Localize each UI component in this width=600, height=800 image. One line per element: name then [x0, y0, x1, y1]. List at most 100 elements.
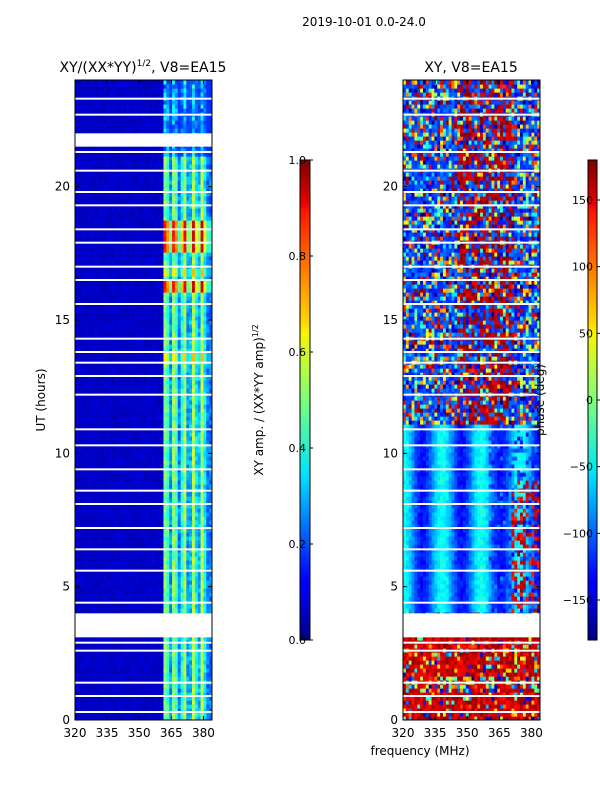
amplitude-heatmap-cell: [177, 604, 182, 609]
amplitude-heatmap-cell: [163, 608, 167, 613]
amplitude-heatmap-cell: [189, 436, 193, 441]
amplitude-heatmap-cell: [166, 448, 170, 453]
amplitude-heatmap-cell: [177, 716, 182, 720]
amplitude-heatmap-cell: [163, 420, 167, 425]
amplitude-heatmap-cell: [112, 676, 116, 681]
amplitude-heatmap-cell: [92, 672, 96, 677]
amplitude-heatmap-cell: [117, 484, 122, 489]
amplitude-heatmap-cell: [137, 456, 142, 461]
amplitude-heatmap-cell: [169, 448, 173, 453]
amplitude-heatmap-cell: [183, 400, 187, 405]
amplitude-heatmap-cell: [209, 408, 212, 413]
amplitude-heatmap-cell: [112, 308, 116, 313]
amplitude-heatmap-cell: [97, 412, 102, 417]
amplitude-heatmap-cell: [137, 396, 142, 401]
amplitude-heatmap-cell: [109, 696, 113, 701]
amplitude-heatmap-cell: [186, 388, 190, 393]
amplitude-heatmap-cell: [132, 432, 136, 437]
amplitude-heatmap-cell: [169, 452, 173, 457]
amplitude-heatmap-cell: [172, 596, 176, 601]
amplitude-heatmap-cell: [177, 588, 182, 593]
amplitude-heatmap-cell: [154, 400, 159, 405]
amplitude-heatmap-cell: [94, 416, 99, 421]
amplitude-heatmap-cell: [197, 532, 202, 537]
amplitude-heatmap-cell: [123, 560, 127, 565]
amplitude-heatmap-cell: [177, 320, 182, 325]
amplitude-heatmap-cell: [174, 308, 179, 313]
amplitude-heatmap-cell: [134, 696, 139, 701]
amplitude-heatmap-cell: [132, 700, 136, 705]
amplitude-heatmap-cell: [92, 432, 96, 437]
amplitude-heatmap-cell: [97, 560, 102, 565]
amplitude-heatmap-cell: [120, 580, 125, 585]
amplitude-heatmap-cell: [152, 592, 156, 597]
amplitude-heatmap-cell: [192, 700, 196, 705]
amplitude-heatmap-cell: [169, 580, 173, 585]
amplitude-heatmap-cell: [75, 304, 79, 309]
amplitude-heatmap-cell: [120, 668, 125, 673]
amplitude-heatmap-cell: [152, 320, 156, 325]
amplitude-heatmap-cell: [132, 436, 136, 441]
amplitude-heatmap-cell: [120, 324, 125, 329]
amplitude-heatmap-cell: [75, 416, 79, 421]
amplitude-heatmap-cell: [200, 484, 205, 489]
amplitude-heatmap-cell: [197, 676, 202, 681]
amplitude-heatmap-cell: [120, 448, 125, 453]
amplitude-heatmap-cell: [183, 484, 187, 489]
amplitude-heatmap-cell: [143, 492, 147, 497]
amplitude-heatmap-cell: [154, 432, 159, 437]
amplitude-heatmap-cell: [140, 380, 145, 385]
amplitude-heatmap-cell: [186, 340, 190, 345]
amplitude-heatmap-cell: [137, 584, 142, 589]
amplitude-heatmap-cell: [169, 560, 173, 565]
amplitude-heatmap-cell: [112, 540, 116, 545]
amplitude-heatmap-cell: [92, 416, 96, 421]
amplitude-heatmap-cell: [137, 404, 142, 409]
amplitude-heatmap-cell: [152, 332, 156, 337]
amplitude-heatmap-cell: [206, 376, 210, 381]
amplitude-heatmap-cell: [180, 580, 185, 585]
amplitude-heatmap-cell: [146, 492, 150, 497]
amplitude-heatmap-cell: [140, 316, 145, 321]
amplitude-heatmap-cell: [80, 340, 85, 345]
amplitude-heatmap-cell: [132, 696, 136, 701]
amplitude-heatmap-cell: [186, 696, 190, 701]
amplitude-heatmap-cell: [192, 544, 196, 549]
amplitude-heatmap-cell: [100, 372, 105, 377]
amplitude-heatmap-cell: [75, 576, 79, 581]
amplitude-heatmap-cell: [174, 696, 179, 701]
amplitude-heatmap-cell: [100, 324, 105, 329]
amplitude-heatmap-cell: [120, 508, 125, 513]
amplitude-heatmap-cell: [149, 692, 153, 697]
amplitude-heatmap-cell: [149, 496, 153, 501]
amplitude-heatmap-cell: [120, 400, 125, 405]
amplitude-heatmap-cell: [206, 416, 210, 421]
amplitude-heatmap-cell: [163, 508, 167, 513]
amplitude-heatmap-cell: [137, 576, 142, 581]
amplitude-heatmap-cell: [166, 672, 170, 677]
amplitude-heatmap-cell: [197, 344, 202, 349]
amplitude-heatmap-cell: [83, 552, 88, 557]
amplitude-heatmap-cell: [154, 480, 159, 485]
amplitude-heatmap-cell: [154, 492, 159, 497]
amplitude-heatmap-cell: [160, 464, 165, 469]
amplitude-heatmap-cell: [160, 588, 165, 593]
amplitude-heatmap-cell: [192, 496, 196, 501]
amplitude-heatmap-cell: [83, 432, 88, 437]
amplitude-heatmap-cell: [180, 476, 185, 481]
amplitude-heatmap-cell: [200, 708, 205, 713]
amplitude-heatmap-cell: [134, 584, 139, 589]
amplitude-heatmap-cell: [166, 580, 170, 585]
amplitude-heatmap-cell: [120, 420, 125, 425]
amplitude-heatmap-cell: [172, 404, 176, 409]
amplitude-heatmap-cell: [120, 304, 125, 309]
amplitude-heatmap-cell: [92, 596, 96, 601]
amplitude-heatmap-cell: [169, 696, 173, 701]
amplitude-heatmap-cell: [134, 664, 139, 669]
amplitude-heatmap-cell: [109, 440, 113, 445]
amplitude-heatmap-cell: [146, 404, 150, 409]
amplitude-heatmap-cell: [94, 504, 99, 509]
amplitude-heatmap-cell: [114, 504, 119, 509]
amplitude-heatmap-cell: [192, 344, 196, 349]
amplitude-heatmap-cell: [194, 432, 199, 437]
